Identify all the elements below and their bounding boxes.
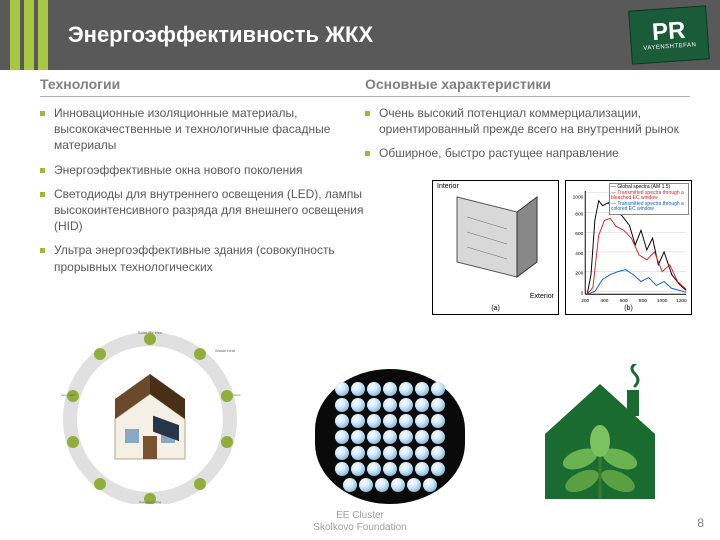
svg-text:Waste heat: Waste heat [215, 348, 236, 353]
footer-line2: Skolkovo Foundation [0, 522, 720, 534]
svg-text:Solar PV tiles: Solar PV tiles [138, 330, 162, 335]
svg-text:0: 0 [581, 290, 584, 296]
svg-text:800: 800 [575, 211, 583, 217]
svg-text:1200: 1200 [676, 298, 687, 304]
logo-subtext: VAYENSHTEFAN [643, 42, 696, 52]
chart-legend: — Global spectra (AM 1.5) — Transmitted … [609, 183, 689, 215]
svg-text:Draught proofing: Draught proofing [139, 500, 162, 504]
svg-text:800: 800 [639, 298, 647, 304]
svg-text:400: 400 [600, 298, 608, 304]
slide-title: Энергоэффективность ЖКХ [68, 22, 373, 48]
svg-text:200: 200 [575, 271, 583, 277]
svg-text:600: 600 [620, 298, 628, 304]
label-interior: Interior [437, 183, 459, 190]
panel-label-b: (b) [624, 305, 633, 312]
svg-text:200: 200 [581, 298, 589, 304]
list-item: Очень высокий потенциал коммерциализации… [365, 105, 690, 137]
slide-header: Энергоэффективность ЖКХ PR VAYENSHTEFAN [0, 0, 720, 70]
panel-label-a: (a) [491, 305, 500, 312]
footer-line1: EE Cluster [0, 510, 720, 522]
svg-text:600: 600 [575, 231, 583, 237]
column-technologies: Технологии Инновационные изоляционные ма… [40, 76, 365, 283]
chart-panel-a: Interior Exterior (a) [432, 180, 559, 315]
footer: EE Cluster Skolkovo Foundation [0, 510, 720, 534]
list-item: Светодиоды для внутреннего освещения (LE… [40, 186, 365, 235]
list-item: Энергоэффективные окна нового поколения [40, 162, 365, 178]
logo-text: PR [651, 19, 686, 45]
spectra-chart: Interior Exterior (a) 0 200 [432, 180, 692, 315]
svg-text:Vents: Vents [233, 393, 241, 397]
green-house-icon [535, 364, 665, 504]
list-item: Обширное, быстро растущее направление [365, 145, 690, 161]
svg-text:Grey water: Grey water [61, 393, 76, 397]
logo: PR VAYENSHTEFAN [628, 5, 710, 64]
window-cutaway-diagram [437, 187, 547, 287]
chart-panel-b: 0 200 400 600 800 1000 200 400 600 800 1… [565, 180, 692, 315]
tech-list: Инновационные изоляционные материалы, вы… [40, 105, 365, 275]
char-list: Очень высокий потенциал коммерциализации… [365, 105, 690, 162]
accent-stripes [10, 0, 48, 70]
svg-text:400: 400 [575, 251, 583, 257]
svg-text:1000: 1000 [573, 195, 584, 201]
image-row: Solar PV tiles Waste heat Vents Grey wat… [0, 324, 720, 504]
list-item: Ультра энергоэффективные здания (совокуп… [40, 242, 365, 274]
column-heading-right: Основные характеристики [365, 76, 690, 97]
label-exterior: Exterior [530, 293, 554, 300]
svg-text:1000: 1000 [657, 298, 668, 304]
led-panel-image [315, 369, 465, 504]
list-item: Инновационные изоляционные материалы, вы… [40, 105, 365, 154]
eco-house-infographic: Solar PV tiles Waste heat Vents Grey wat… [55, 324, 245, 504]
column-heading-left: Технологии [40, 76, 365, 97]
page-number: 8 [697, 516, 704, 530]
